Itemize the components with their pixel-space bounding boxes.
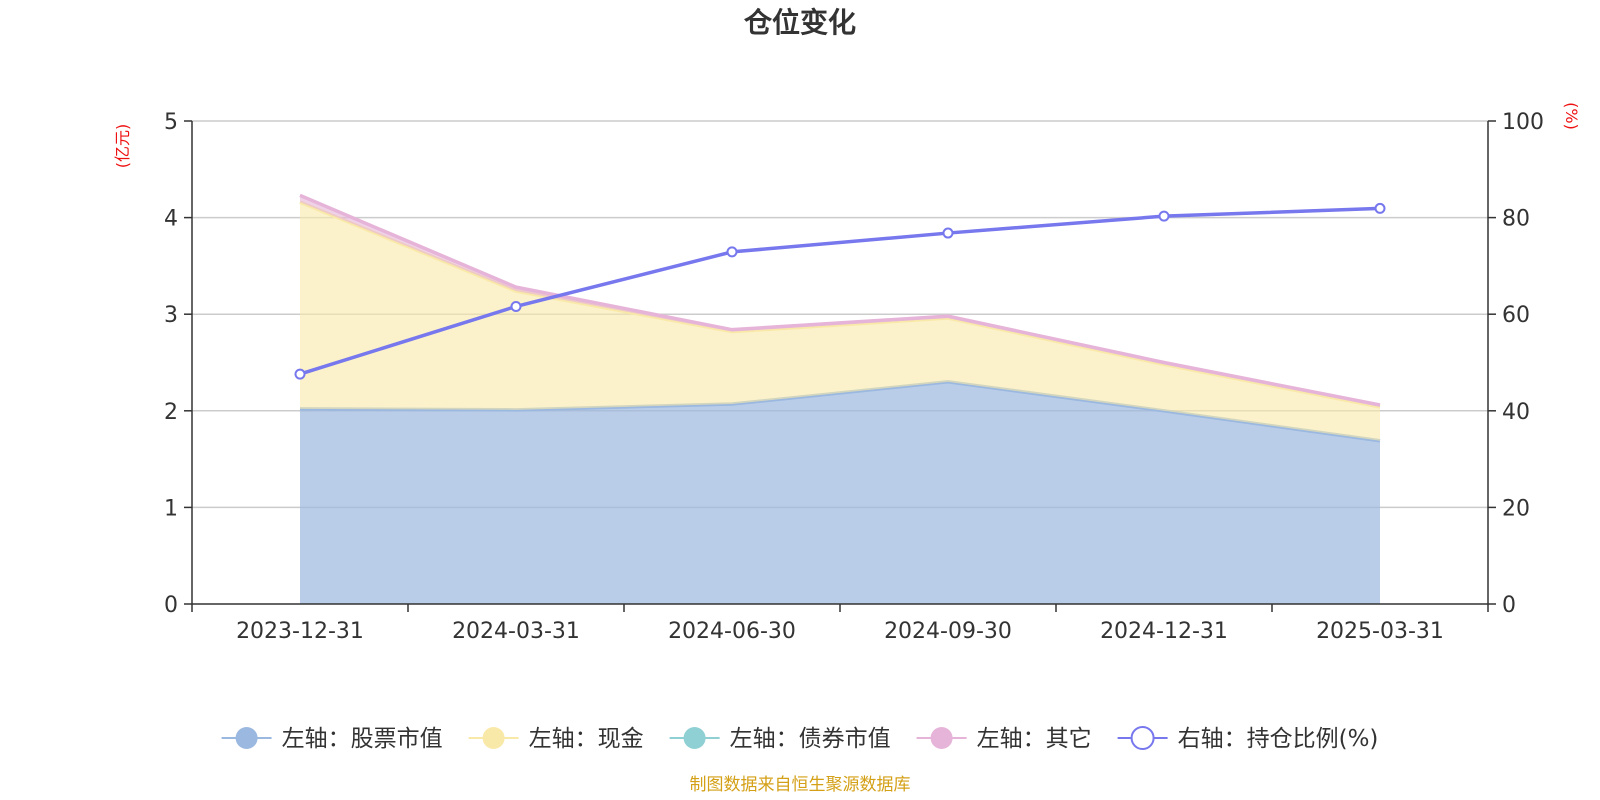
legend-item-3[interactable]: 左轴：其它 <box>916 726 1092 752</box>
line-point-1[interactable] <box>510 300 522 312</box>
x-tick-label: 2023-12-31 <box>236 619 364 644</box>
area-layer <box>299 193 1381 604</box>
area-edge-series-3 <box>299 193 1381 407</box>
left-axis-unit: (亿元) <box>113 124 132 169</box>
area-fill-series-1 <box>300 202 1380 441</box>
left-tick-label: 1 <box>164 496 178 521</box>
legend-item-0[interactable]: 左轴：股票市值 <box>221 726 443 752</box>
right-tick-label: 60 <box>1502 303 1530 328</box>
data-source-note: 制图数据来自恒生聚源数据库 <box>690 775 911 795</box>
left-tick-label: 3 <box>164 303 178 328</box>
x-tick-label: 2024-12-31 <box>1100 619 1228 644</box>
line-point-5[interactable] <box>1374 202 1386 214</box>
left-tick-label: 2 <box>164 400 178 425</box>
legend-label: 左轴：债券市值 <box>730 726 891 752</box>
right-tick-label: 100 <box>1502 110 1544 135</box>
legend-label: 左轴：股票市值 <box>282 726 443 752</box>
legend-label: 右轴：持仓比例(%) <box>1178 726 1379 752</box>
right-tick-label: 80 <box>1502 207 1530 232</box>
legend-item-4[interactable]: 右轴：持仓比例(%) <box>1117 726 1379 752</box>
legend-marker <box>930 727 953 749</box>
line-point-3[interactable] <box>942 227 954 239</box>
left-tick-label: 4 <box>164 207 178 232</box>
legend-marker <box>1130 726 1155 750</box>
line-point-2[interactable] <box>726 246 738 258</box>
legend-item-1[interactable]: 左轴：现金 <box>468 726 644 752</box>
x-tick-label: 2024-09-30 <box>884 619 1012 644</box>
legend-label: 左轴：其它 <box>977 726 1092 752</box>
left-tick-label: 0 <box>164 593 178 618</box>
area-fill-series-0 <box>300 381 1380 604</box>
x-tick-label: 2024-03-31 <box>452 619 580 644</box>
line-layer <box>294 202 1386 380</box>
legend-label: 左轴：现金 <box>529 726 644 752</box>
right-axis-unit: (%) <box>1562 102 1581 130</box>
line-point-4[interactable] <box>1158 210 1170 222</box>
legend-marker <box>235 727 258 749</box>
right-tick-label: 40 <box>1502 400 1530 425</box>
line-point-0[interactable] <box>294 368 306 380</box>
legend-marker <box>683 727 706 749</box>
legend: 左轴：股票市值 左轴：现金 左轴：债券市值 左轴：其它 右轴：持仓比例(%) <box>221 726 1379 752</box>
left-tick-label: 5 <box>164 110 178 135</box>
chart-title: 仓位变化 <box>744 6 856 39</box>
legend-marker <box>482 727 505 749</box>
line-series-4 <box>299 206 1381 376</box>
legend-item-2[interactable]: 左轴：债券市值 <box>669 726 891 752</box>
x-tick-label: 2025-03-31 <box>1316 619 1444 644</box>
x-tick-label: 2024-06-30 <box>668 619 796 644</box>
tick-layer: 0 1 2 3 4 5 0 20 40 60 80 100 2023-12-31 2024-03-31 20… <box>164 110 1544 644</box>
right-tick-label: 20 <box>1502 496 1530 521</box>
right-tick-label: 0 <box>1502 593 1516 618</box>
